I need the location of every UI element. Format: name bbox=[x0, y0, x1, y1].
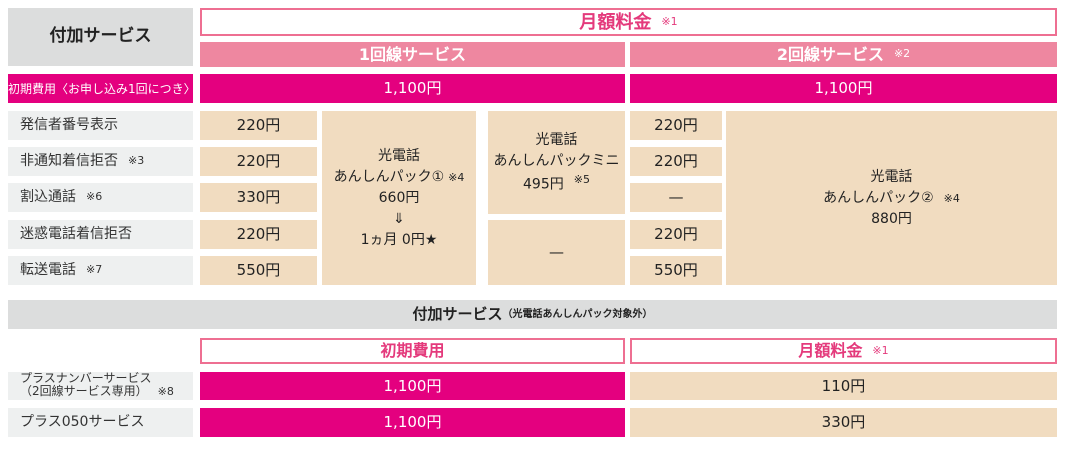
anshin-pack-2: 光電話 あんしんパック② ※4 880円 bbox=[726, 111, 1057, 285]
service-label: 割込通話 ※6 bbox=[8, 183, 193, 212]
down-arrow-icon: ⇓ bbox=[393, 210, 405, 227]
initial-fee-line2: 1,100円 bbox=[630, 74, 1057, 103]
line1-header: 1回線サービス bbox=[200, 42, 625, 67]
service-label: 迷惑電話着信拒否 bbox=[8, 220, 193, 249]
mini-na: — bbox=[488, 220, 625, 285]
pack-name: 光電話 bbox=[535, 131, 578, 148]
line2-price: 220円 bbox=[630, 147, 722, 176]
section2-title: 付加サービス （光電話あんしんパック対象外） bbox=[8, 300, 1057, 329]
line1-price: 220円 bbox=[200, 220, 317, 249]
line1-price: 550円 bbox=[200, 256, 317, 285]
line1-price: 220円 bbox=[200, 147, 317, 176]
pack-price: 880円 bbox=[871, 210, 912, 227]
header-corner: 付加サービス bbox=[8, 8, 193, 66]
initial-header: 初期費用 bbox=[200, 338, 625, 364]
pack-subname: あんしんパック② ※4 bbox=[823, 189, 960, 206]
line2-price: — bbox=[630, 183, 722, 212]
plus-number-monthly: 110円 bbox=[630, 372, 1057, 400]
line2-label: 2回線サービス bbox=[776, 44, 884, 64]
pack-price: 495円 ※5 bbox=[523, 172, 590, 193]
service-label: 非通知着信拒否 ※3 bbox=[8, 147, 193, 176]
plus050-initial: 1,100円 bbox=[200, 408, 625, 437]
plus050-monthly: 330円 bbox=[630, 408, 1057, 437]
plus-number-label: プラスナンバーサービス （2回線サービス専用） ※8 bbox=[8, 371, 193, 400]
pack-promo: 1ヵ月 0円★ bbox=[360, 231, 438, 248]
note: ※2 bbox=[893, 47, 911, 61]
line2-price: 220円 bbox=[630, 220, 722, 249]
pack-price: 660円 bbox=[378, 189, 420, 206]
line2-header: 2回線サービス ※2 bbox=[630, 42, 1057, 67]
monthly-header: 月額料金 ※1 bbox=[630, 338, 1057, 364]
line1-price: 220円 bbox=[200, 111, 317, 140]
pack-subname: あんしんパック① ※4 bbox=[333, 168, 465, 185]
anshin-pack-1: 光電話 あんしんパック① ※4 660円 ⇓ 1ヵ月 0円★ bbox=[322, 111, 476, 285]
monthly-label: 月額料金 bbox=[579, 11, 652, 33]
pack-subname: あんしんパックミニ bbox=[493, 152, 620, 169]
anshin-pack-mini: 光電話 あんしんパックミニ 495円 ※5 bbox=[488, 111, 625, 214]
service-label: 転送電話 ※7 bbox=[8, 256, 193, 285]
plus-number-initial: 1,100円 bbox=[200, 372, 625, 400]
monthly-fee-header: 月額料金 ※1 bbox=[200, 8, 1057, 36]
service-label: 発信者番号表示 bbox=[8, 111, 193, 140]
line2-price: 220円 bbox=[630, 111, 722, 140]
initial-fee-line1: 1,100円 bbox=[200, 74, 625, 103]
line1-price: 330円 bbox=[200, 183, 317, 212]
pack-name: 光電話 bbox=[378, 147, 420, 164]
plus050-label: プラス050サービス bbox=[8, 408, 193, 437]
note: ※1 bbox=[661, 14, 678, 28]
initial-fee-label: 初期費用〈お申し込み1回につき〉 bbox=[8, 74, 196, 103]
pack-name: 光電話 bbox=[870, 168, 913, 185]
line2-price: 550円 bbox=[630, 256, 722, 285]
